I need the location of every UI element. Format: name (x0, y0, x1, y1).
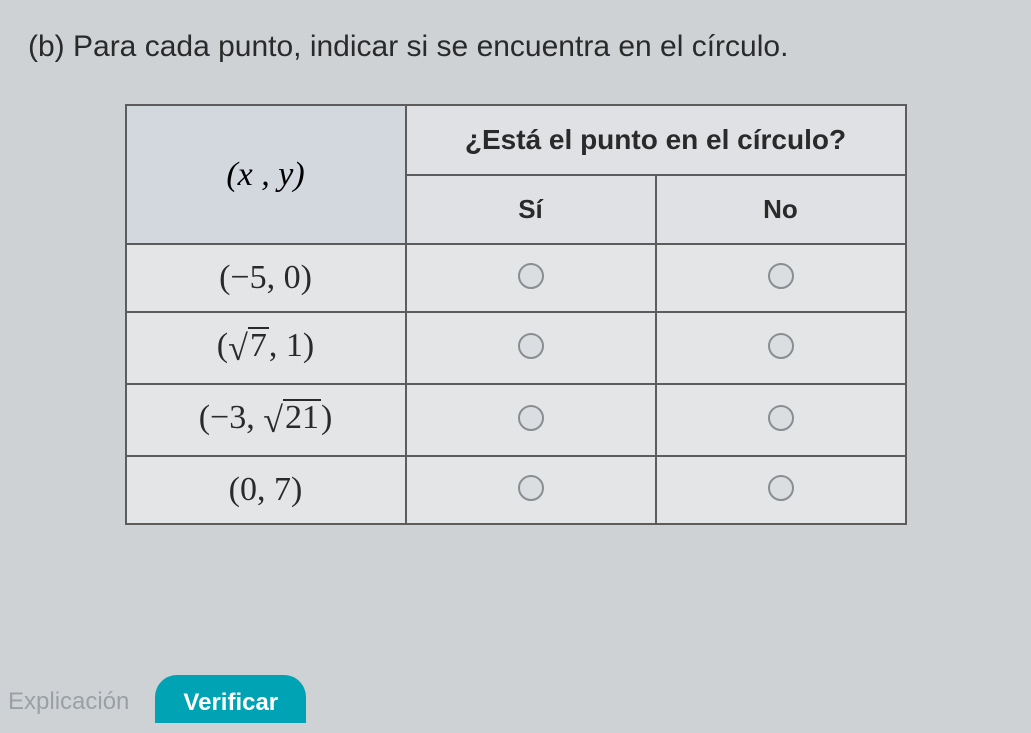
points-table: (x , y) ¿Está el punto en el círculo? Sí… (125, 104, 907, 525)
paren-close: , 1) (269, 327, 314, 364)
header-yes: Sí (406, 175, 656, 244)
paren-close: ) (321, 399, 332, 436)
radio-no[interactable] (768, 405, 794, 431)
radio-no-cell (656, 384, 906, 456)
radio-yes[interactable] (518, 405, 544, 431)
table-row: (√7, 1) (126, 312, 906, 384)
table-row: (−5, 0) (126, 244, 906, 312)
header-question: ¿Está el punto en el círculo? (406, 105, 906, 175)
radicand: 21 (283, 399, 321, 435)
verify-button[interactable]: Verificar (155, 675, 306, 723)
paren-open: (−3, (199, 399, 264, 436)
radicand: 7 (248, 327, 269, 363)
radio-no[interactable] (768, 333, 794, 359)
radio-yes[interactable] (518, 475, 544, 501)
radio-no-cell (656, 312, 906, 384)
radio-yes[interactable] (518, 333, 544, 359)
radio-yes-cell (406, 244, 656, 312)
sqrt-icon: √7 (228, 327, 269, 369)
point-cell: (−3, √21) (126, 384, 406, 456)
radio-yes[interactable] (518, 263, 544, 289)
radio-no-cell (656, 456, 906, 524)
radio-yes-cell (406, 312, 656, 384)
radio-yes-cell (406, 456, 656, 524)
radio-yes-cell (406, 384, 656, 456)
table-container: (x , y) ¿Está el punto en el círculo? Sí… (20, 104, 1011, 525)
table-row: (−3, √21) (126, 384, 906, 456)
sqrt-icon: √21 (263, 399, 321, 441)
point-cell: (0, 7) (126, 456, 406, 524)
radio-no[interactable] (768, 475, 794, 501)
paren-open: ( (217, 327, 228, 364)
header-no: No (656, 175, 906, 244)
point-cell: (√7, 1) (126, 312, 406, 384)
bottom-buttons: Explicación Verificar (0, 675, 306, 723)
table-row: (0, 7) (126, 456, 906, 524)
point-cell: (−5, 0) (126, 244, 406, 312)
question-text: (b) Para cada punto, indicar si se encue… (28, 30, 1011, 64)
radio-no[interactable] (768, 263, 794, 289)
radio-no-cell (656, 244, 906, 312)
header-xy: (x , y) (126, 105, 406, 244)
explain-button[interactable]: Explicación (0, 682, 137, 716)
